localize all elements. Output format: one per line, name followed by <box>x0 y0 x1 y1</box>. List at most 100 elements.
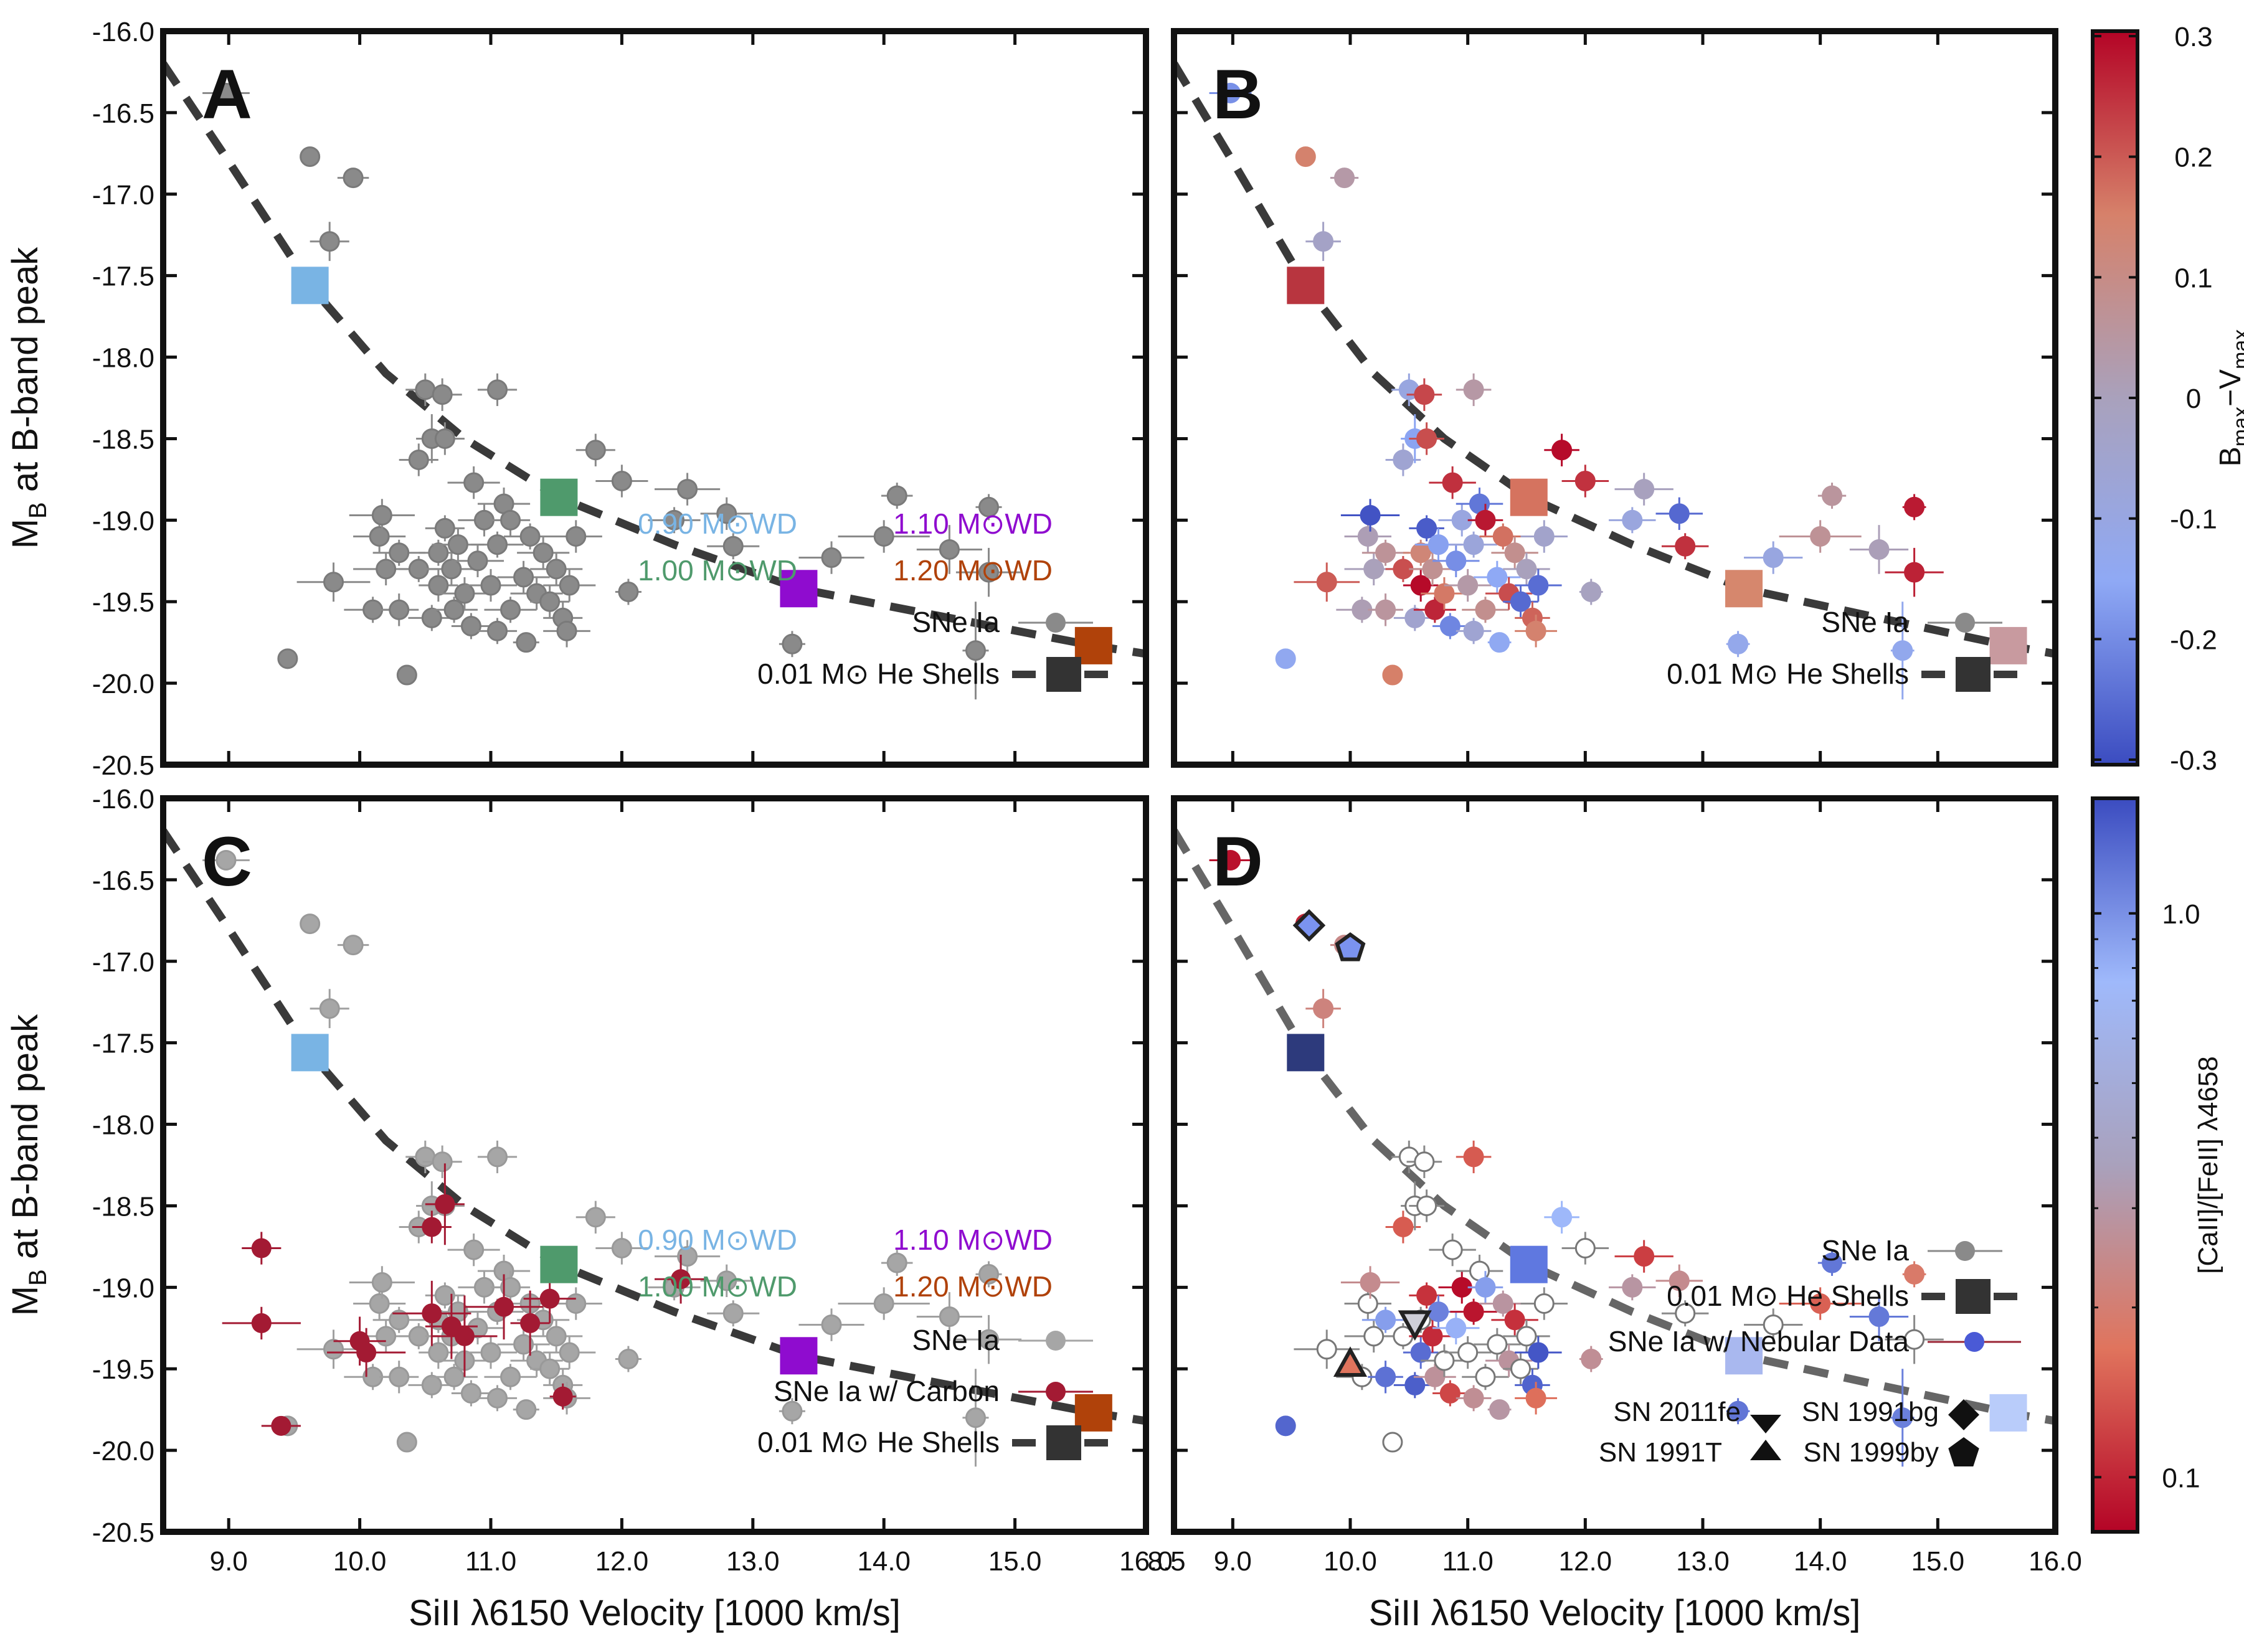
sn-marker <box>1504 542 1525 564</box>
colorbar-tick-label: -0.3 <box>2170 745 2217 776</box>
sn-point <box>1487 1399 1512 1420</box>
sn-marker <box>1487 567 1508 588</box>
sn-marker <box>432 1151 453 1173</box>
sn-point <box>430 1364 478 1390</box>
panel-frame <box>160 28 1149 768</box>
sn-marker <box>1669 1270 1690 1291</box>
sn-point <box>1409 422 1444 455</box>
x-tick-label: 15.0 <box>1911 1546 1965 1577</box>
sn-point <box>1432 1380 1468 1407</box>
colorbar-2: 1.0 0.1 [CaII]/[FeII] λ4658 <box>2091 796 2223 1534</box>
sn-marker <box>1393 1216 1414 1237</box>
sn-marker <box>1868 539 1890 560</box>
legend-he-shells: 0.01 M⊙ He Shells <box>757 657 1112 692</box>
sn-marker <box>1528 575 1549 596</box>
sn-marker <box>533 542 554 564</box>
sn-point <box>955 1315 1022 1364</box>
sn-point <box>543 569 596 602</box>
sn-marker <box>343 935 364 956</box>
sn-marker <box>1822 1252 1843 1273</box>
sn-point <box>277 648 298 669</box>
legend-diamond <box>1948 1399 1979 1430</box>
legend-1991T: SN 1991T <box>1599 1437 1722 1468</box>
legend-he-shells-label: 0.01 M⊙ He Shells <box>757 1426 1000 1458</box>
x-tick-label: 13.0 <box>726 1546 780 1577</box>
sn-marker <box>487 534 508 555</box>
sn-marker <box>1334 168 1355 189</box>
sn-marker <box>664 509 685 531</box>
sn-point <box>1344 1287 1392 1320</box>
sn-point <box>477 618 518 644</box>
sn-marker <box>1442 472 1463 493</box>
sn-marker <box>611 471 632 492</box>
model-square <box>291 267 329 304</box>
sn-point <box>1561 465 1609 498</box>
sn-point <box>1817 1250 1847 1277</box>
sn-marker <box>978 562 1000 583</box>
carbon-point <box>261 1415 301 1436</box>
sn-point <box>1579 578 1603 605</box>
sn-marker <box>1410 542 1431 564</box>
sn-point <box>1305 222 1341 262</box>
y-tick-label: -18.5 <box>92 1191 154 1222</box>
colorbar-tick-label: 1.0 <box>2162 899 2200 930</box>
sn-marker <box>389 1310 410 1331</box>
colorbar-label: Bmax−Vmax <box>2214 329 2244 467</box>
sn-marker <box>873 1293 894 1315</box>
sn-marker <box>1492 1293 1513 1315</box>
sn-point <box>1579 1346 1603 1372</box>
sn-point <box>1295 146 1316 168</box>
sn-point <box>471 531 524 558</box>
sn-marker <box>1581 582 1602 603</box>
sn-marker <box>443 599 465 620</box>
sn-marker <box>1416 428 1437 449</box>
carbon-marker <box>494 1296 514 1317</box>
sn-point <box>1429 1233 1476 1267</box>
sn-marker <box>415 379 436 400</box>
sn-marker <box>1492 526 1513 547</box>
sn-marker <box>463 472 485 493</box>
sn-marker <box>1763 1315 1784 1336</box>
legend-he-shells: 0.01 M⊙ He Shells <box>757 1425 1112 1460</box>
legend-sne: SNe Ia <box>912 606 1093 638</box>
sn-point <box>1491 1303 1538 1336</box>
sn-point <box>1382 1432 1403 1453</box>
sn-point <box>1655 497 1703 531</box>
sn-marker <box>1525 620 1546 641</box>
sn-marker <box>1634 1246 1655 1267</box>
sn-point <box>595 1232 648 1265</box>
sn-marker <box>1810 1293 1831 1315</box>
sn-point <box>975 494 1002 521</box>
sn-point <box>1726 631 1750 658</box>
sn-point <box>464 569 518 602</box>
sn-marker <box>447 534 468 555</box>
sn-point <box>838 520 930 553</box>
model-square <box>1989 626 2027 664</box>
sn-point <box>349 499 415 532</box>
sn-point <box>491 1271 531 1304</box>
sn-point <box>707 533 760 560</box>
sn-marker <box>319 998 340 1019</box>
carbon-marker <box>520 1313 541 1333</box>
colorbar-label: [CaII]/[FeII] λ4658 <box>2193 1056 2223 1274</box>
panel-c: -16.0 -16.5 -17.0 -17.5 -18.0 -18.5 -19.0 -19.5… <box>92 784 1173 1577</box>
colorbar-tick-label: 0.3 <box>2174 22 2212 52</box>
sn-point <box>296 562 371 602</box>
legend-sne: SNe Ia w/ Carbon <box>774 1375 1093 1407</box>
legend-square <box>1046 657 1081 692</box>
sn-point <box>1779 520 1862 553</box>
sn-marker <box>1675 536 1696 557</box>
x-tick-label: 9.0 <box>210 1546 248 1577</box>
x-tick-label: 16.0 <box>1119 1546 1173 1577</box>
sn-point <box>1409 1282 1444 1309</box>
sn-marker <box>1416 1195 1437 1216</box>
sn-point <box>648 507 701 534</box>
sn-point <box>975 1261 1002 1288</box>
model-curve <box>1174 829 2055 1425</box>
sn-point <box>1744 541 1803 574</box>
sn-marker <box>1363 1326 1385 1347</box>
sn-point <box>1902 1261 1926 1288</box>
sn-marker <box>277 648 298 669</box>
legend-sne-label: SNe Ia <box>912 606 1000 638</box>
